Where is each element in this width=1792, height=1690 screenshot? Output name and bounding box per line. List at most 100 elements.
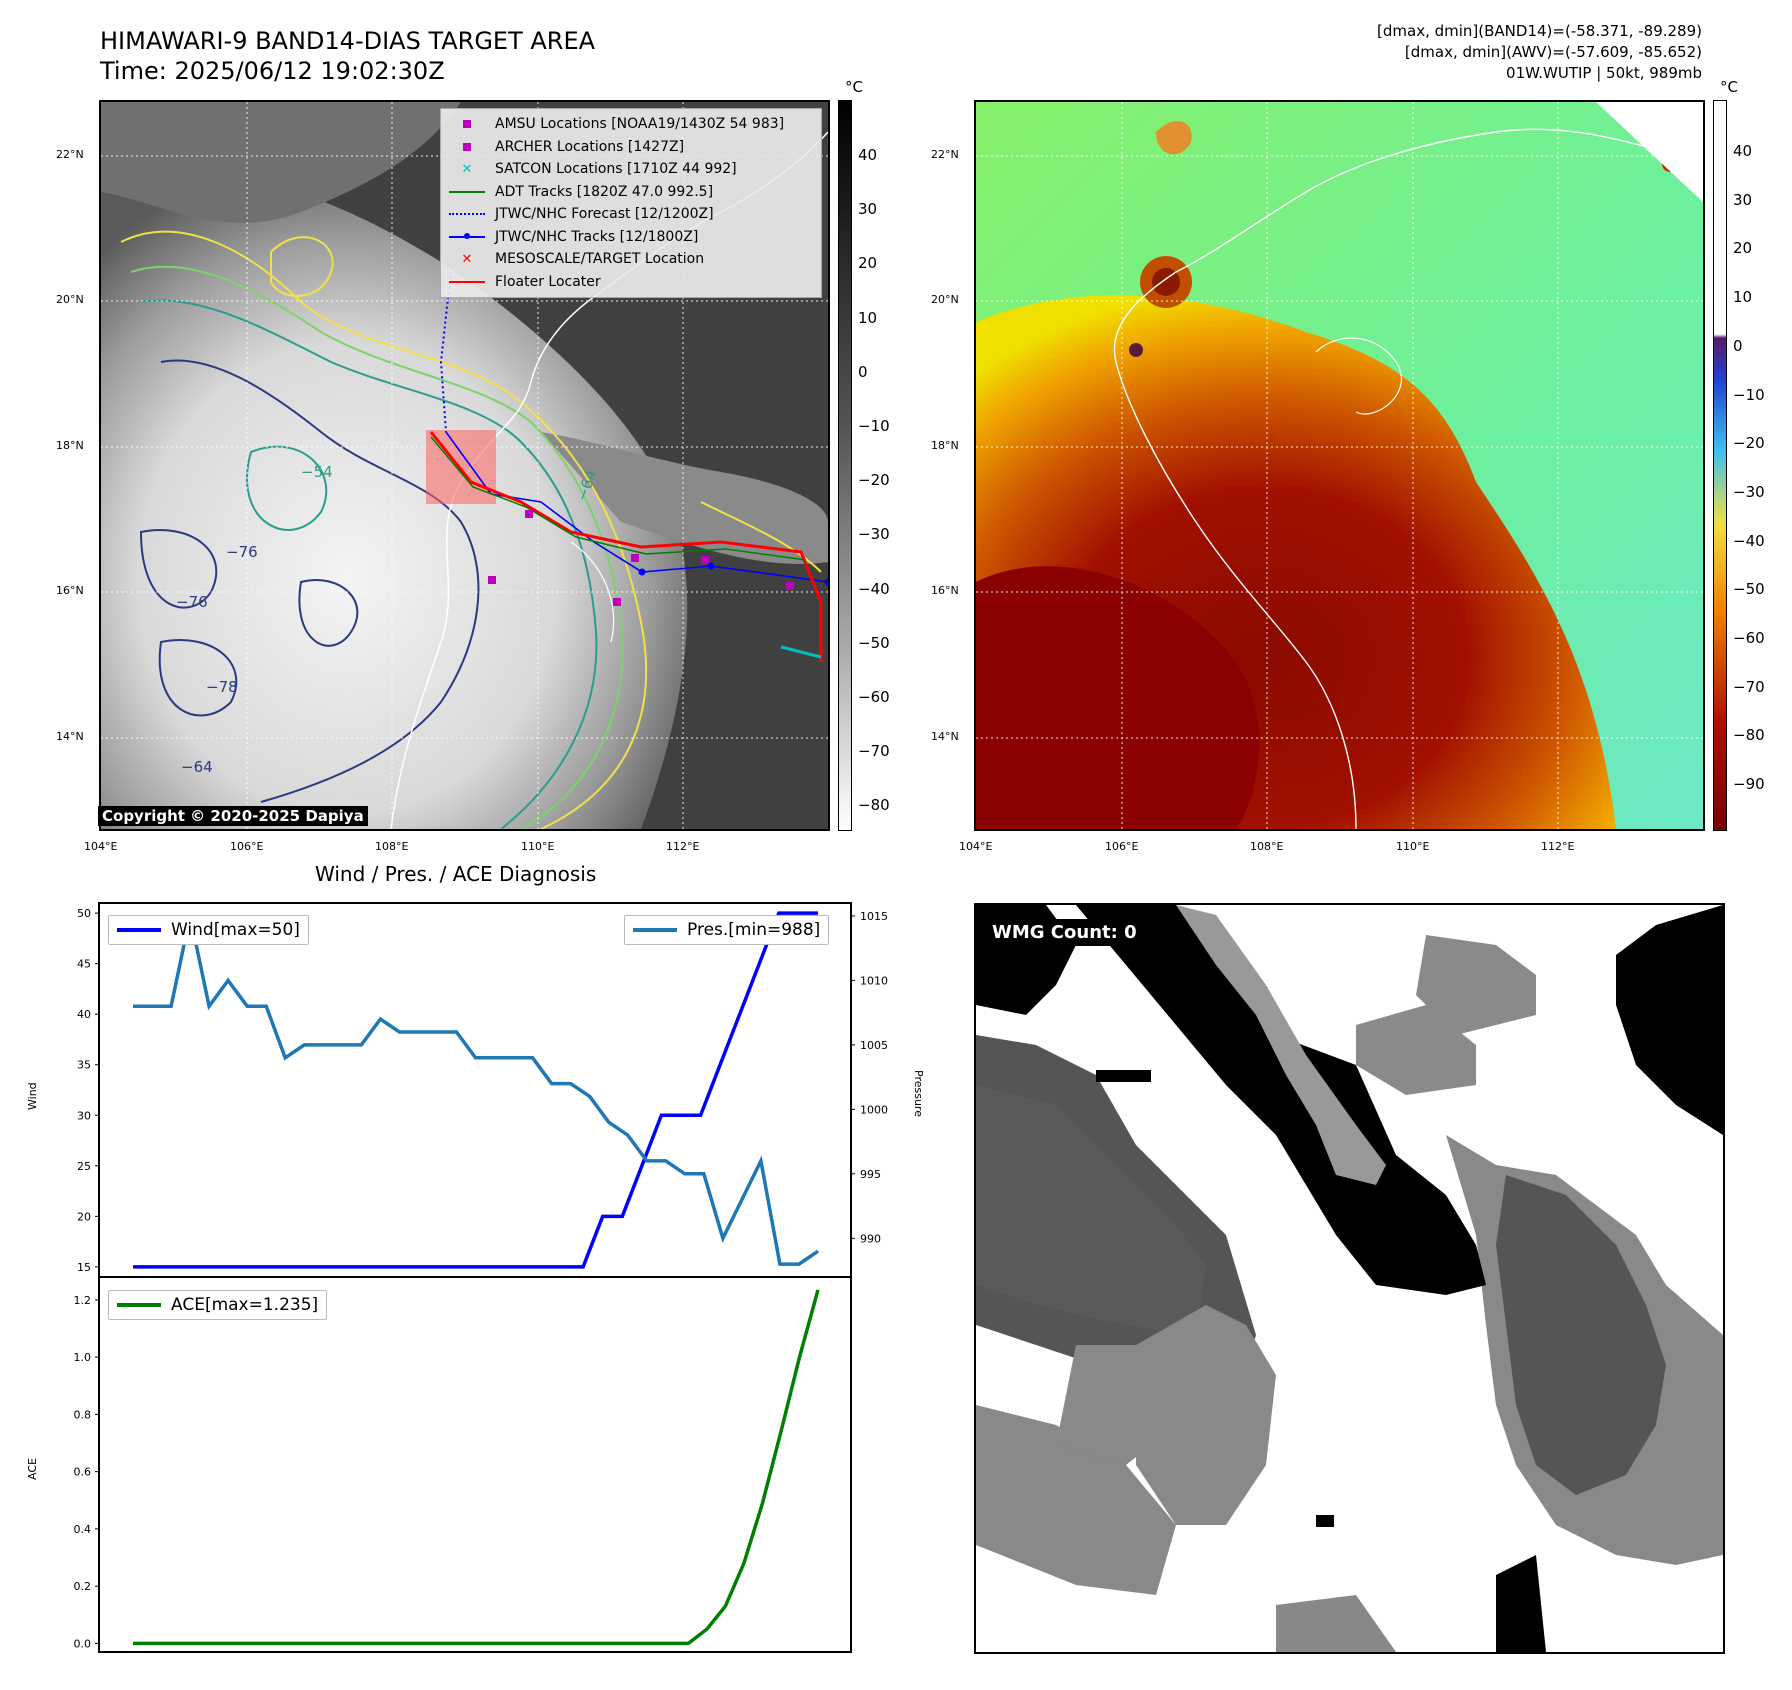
y-tick-label: 35 <box>77 1059 91 1072</box>
y-tick-label: 990 <box>860 1232 881 1245</box>
square-marker-icon <box>463 120 471 129</box>
colorbar-unit: °C <box>1720 78 1738 96</box>
lat-tick: 14°N <box>931 730 959 743</box>
y-tick-label: 995 <box>860 1168 881 1181</box>
wind-line-icon <box>117 928 161 932</box>
ace-ylabel: ACE <box>26 1458 39 1480</box>
colorbar-tick: −50 <box>858 633 890 652</box>
legend-label: JTWC/NHC Forecast [12/1200Z] <box>495 206 714 223</box>
colorbar-tick: 20 <box>858 254 878 273</box>
y-tick-label: 40 <box>77 1008 91 1021</box>
ace-line-icon <box>117 1303 161 1307</box>
lat-tick: 22°N <box>931 148 959 161</box>
ace-legend-label: ACE[max=1.235] <box>171 1295 319 1315</box>
map-legend: AMSU Locations [NOAA19/1430Z 54 983] ARC… <box>440 108 822 298</box>
y-tick-label: 45 <box>77 958 91 971</box>
colorbar-right <box>1713 100 1727 831</box>
wmg-count-label: WMG Count: 0 <box>986 919 1143 946</box>
line-marker-icon <box>449 280 485 283</box>
y-tick-label: 1.0 <box>74 1351 92 1364</box>
colorbar-tick: 30 <box>1733 190 1753 209</box>
legend-label: ARCHER Locations [1427Z] <box>495 138 685 155</box>
lat-tick: 14°N <box>56 730 84 743</box>
legend-item-archer: ARCHER Locations [1427Z] <box>449 136 813 159</box>
colorbar-tick: −80 <box>858 796 890 815</box>
y-tick-label: 1015 <box>860 910 888 923</box>
svg-text:−64: −64 <box>181 758 213 776</box>
lat-tick: 20°N <box>931 293 959 306</box>
ace-legend: ACE[max=1.235] <box>108 1290 328 1320</box>
lower-axes-frame <box>98 1276 852 1653</box>
legend-label: ADT Tracks [1820Z 47.0 992.5] <box>495 183 714 200</box>
pres-ylabel: Pressure <box>912 1070 925 1117</box>
colorbar-tick: 30 <box>858 200 878 219</box>
colorbar-tick: 40 <box>1733 142 1753 160</box>
square-marker-icon <box>463 142 471 151</box>
colorbar-tick: −70 <box>1733 677 1765 696</box>
legend-item-jtwc-tracks: JTWC/NHC Tracks [12/1800Z] <box>449 226 813 249</box>
wind-series-line <box>133 911 818 1269</box>
lon-tick: 104°E <box>84 840 118 853</box>
y-tick-label: 50 <box>77 907 91 920</box>
y-tick-label: 1000 <box>860 1103 888 1116</box>
x-marker-icon: ✕ <box>461 251 473 267</box>
legend-item-jtwc-forecast: JTWC/NHC Forecast [12/1200Z] <box>449 203 813 226</box>
colorbar-tick: 10 <box>1733 288 1753 307</box>
wind-legend: Wind[max=50] <box>108 915 309 945</box>
y-tick-label: 0.6 <box>74 1466 92 1479</box>
lon-tick: 112°E <box>1541 840 1575 853</box>
lat-tick: 20°N <box>56 293 84 306</box>
legend-label: Floater Locater <box>495 273 601 290</box>
lon-tick: 108°E <box>375 840 409 853</box>
line-marker-icon <box>449 190 485 193</box>
lon-tick: 104°E <box>959 840 993 853</box>
lat-tick: 16°N <box>56 584 84 597</box>
colorbar-tick: −40 <box>1733 531 1765 550</box>
colorbar-tick: −60 <box>1733 629 1765 647</box>
upper-axes-frame <box>98 902 852 1278</box>
colorbar-tick: −10 <box>1733 385 1765 404</box>
y-tick-label: 1010 <box>860 974 888 987</box>
legend-item-target: ✕ MESOSCALE/TARGET Location <box>449 248 813 271</box>
chart-time: Time: 2025/06/12 19:02:30Z <box>100 57 445 85</box>
y-tick-label: 30 <box>77 1109 91 1122</box>
ace-series-line <box>133 1289 820 1646</box>
dmax-band14: [dmax, dmin](BAND14)=(-58.371, -89.289) <box>1377 22 1702 40</box>
lon-tick: 112°E <box>666 840 700 853</box>
chart-title: HIMAWARI-9 BAND14-DIAS TARGET AREA <box>100 27 596 55</box>
lat-tick: 16°N <box>931 584 959 597</box>
y-tick-label: 1.2 <box>74 1294 92 1307</box>
colorbar-tick: −50 <box>1733 580 1765 599</box>
colorbar-tick: 40 <box>858 146 878 164</box>
legend-label: MESOSCALE/TARGET Location <box>495 251 705 268</box>
wind-legend-label: Wind[max=50] <box>171 920 300 940</box>
svg-text:−76: −76 <box>226 543 258 561</box>
awv-map-panel <box>974 100 1705 831</box>
colorbar-tick: −10 <box>858 417 890 435</box>
svg-text:−54: −54 <box>301 463 333 481</box>
pres-line-icon <box>633 928 677 932</box>
colorbar-tick: 0 <box>1733 336 1743 355</box>
legend-item-floater: Floater Locater <box>449 271 813 294</box>
colorbar-tick: −90 <box>1733 775 1765 794</box>
colorbar-tick: 0 <box>858 362 868 381</box>
diag-title: Wind / Pres. / ACE Diagnosis <box>315 862 597 886</box>
y-tick-label: 15 <box>77 1261 91 1274</box>
svg-text:−78: −78 <box>206 678 238 696</box>
x-marker-icon: ✕ <box>461 161 473 177</box>
lon-tick: 106°E <box>1105 840 1139 853</box>
legend-label: SATCON Locations [1710Z 44 992] <box>495 161 737 178</box>
wind-ylabel: Wind <box>26 1082 39 1110</box>
dotted-line-icon <box>449 213 485 216</box>
y-tick-label: 0.0 <box>74 1637 92 1650</box>
legend-label: JTWC/NHC Tracks [12/1800Z] <box>495 228 699 245</box>
colorbar-tick: −20 <box>858 471 890 490</box>
colorbar-tick: 20 <box>1733 239 1753 258</box>
colorbar-left <box>838 100 852 831</box>
lon-tick: 106°E <box>230 840 264 853</box>
colorbar-tick: −30 <box>1733 482 1765 501</box>
wmg-panel <box>974 903 1725 1654</box>
y-tick-label: 0.8 <box>74 1408 92 1421</box>
storm-info: 01W.WUTIP | 50kt, 989mb <box>1506 64 1702 82</box>
awv-map-image <box>976 102 1703 829</box>
